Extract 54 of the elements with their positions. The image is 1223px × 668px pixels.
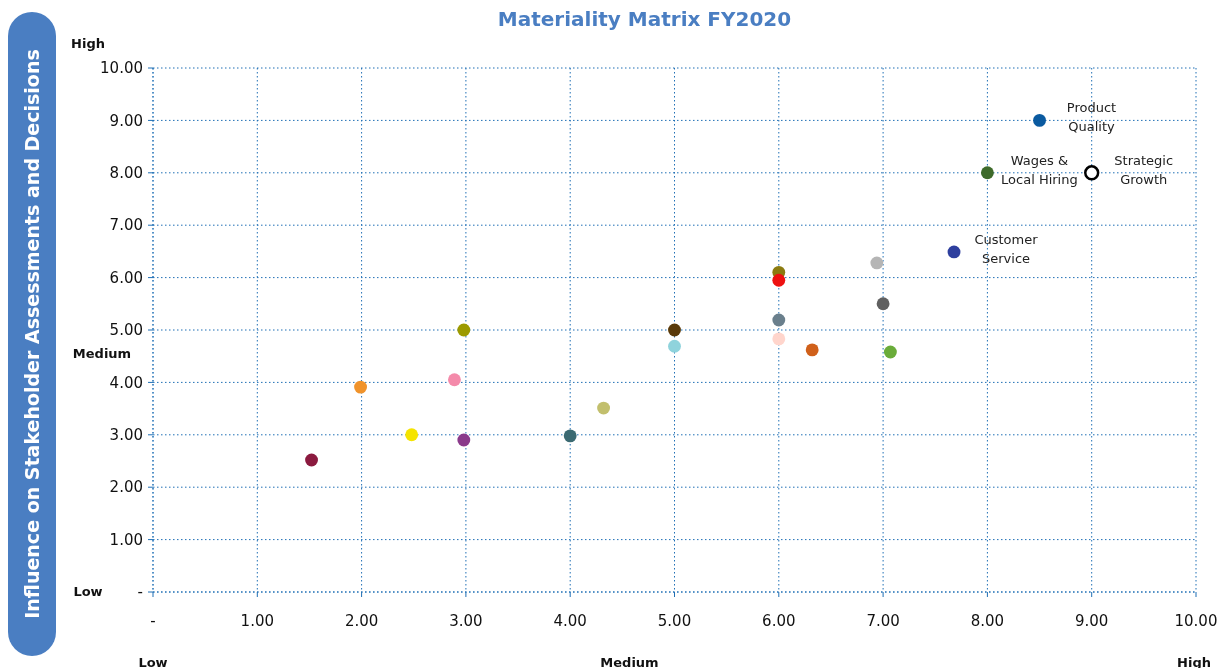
point: [457, 323, 471, 337]
x-tick-label: 1.00: [240, 612, 274, 630]
y-axis-title: Influence on Stakeholder Assessments and Decisions: [21, 49, 43, 619]
point: [883, 345, 897, 359]
point: [947, 245, 961, 259]
text: Low: [138, 654, 168, 668]
annotation: Wages & Local Hiring: [1001, 152, 1078, 187]
point: [876, 297, 890, 311]
point: [447, 373, 461, 387]
x-tick-label: 2.00: [344, 612, 379, 630]
point: [668, 323, 681, 337]
point: [405, 428, 419, 442]
annotation: Strategic Growth: [1114, 152, 1174, 187]
point: [980, 166, 994, 180]
annotation: Product Quality: [1066, 100, 1117, 135]
y-tick-label: 4.00: [109, 373, 143, 392]
x-tick-label: 5.00: [657, 612, 692, 630]
x-tick-label: 4.00: [553, 612, 587, 630]
text: High: [71, 35, 105, 51]
chart-title: Materiality Matrix FY2020: [497, 7, 792, 31]
text: Medium: [72, 345, 132, 361]
y-tick-label: 8.00: [109, 164, 143, 183]
text: Low: [73, 583, 103, 599]
x-tick-label: -: [150, 612, 156, 630]
y-tick-label: 3.00: [109, 426, 143, 445]
y-tick-label: 10.00: [100, 59, 143, 78]
point: [772, 332, 786, 346]
point: [1084, 165, 1100, 181]
x-tick-label: 8.00: [970, 612, 1005, 630]
point: [305, 453, 318, 467]
point: [457, 433, 471, 447]
y-tick-label: -: [137, 583, 143, 602]
point: [563, 429, 577, 443]
point: [668, 339, 681, 353]
x-tick-label: 7.00: [866, 612, 900, 630]
point: [805, 343, 819, 357]
point: [870, 256, 884, 270]
y-tick-label: 2.00: [109, 478, 143, 497]
y-tick-label: 9.00: [109, 111, 143, 130]
y-tick-label: 7.00: [109, 216, 143, 235]
y-tick-label: 1.00: [109, 530, 143, 549]
text: Medium: [600, 654, 659, 668]
x-tick-label: 9.00: [1075, 612, 1109, 630]
point: [772, 313, 786, 327]
y-tick-label: 6.00: [109, 268, 143, 287]
point: [1033, 113, 1046, 127]
point: [354, 380, 367, 394]
point: [597, 401, 611, 415]
x-tick-label: 3.00: [449, 612, 483, 630]
annotation: Customer Service: [974, 231, 1039, 266]
x-tick-label: 10.00: [1174, 612, 1218, 630]
x-tick-label: 6.00: [762, 612, 796, 630]
y-tick-label: 5.00: [109, 321, 143, 340]
point: [772, 273, 786, 287]
